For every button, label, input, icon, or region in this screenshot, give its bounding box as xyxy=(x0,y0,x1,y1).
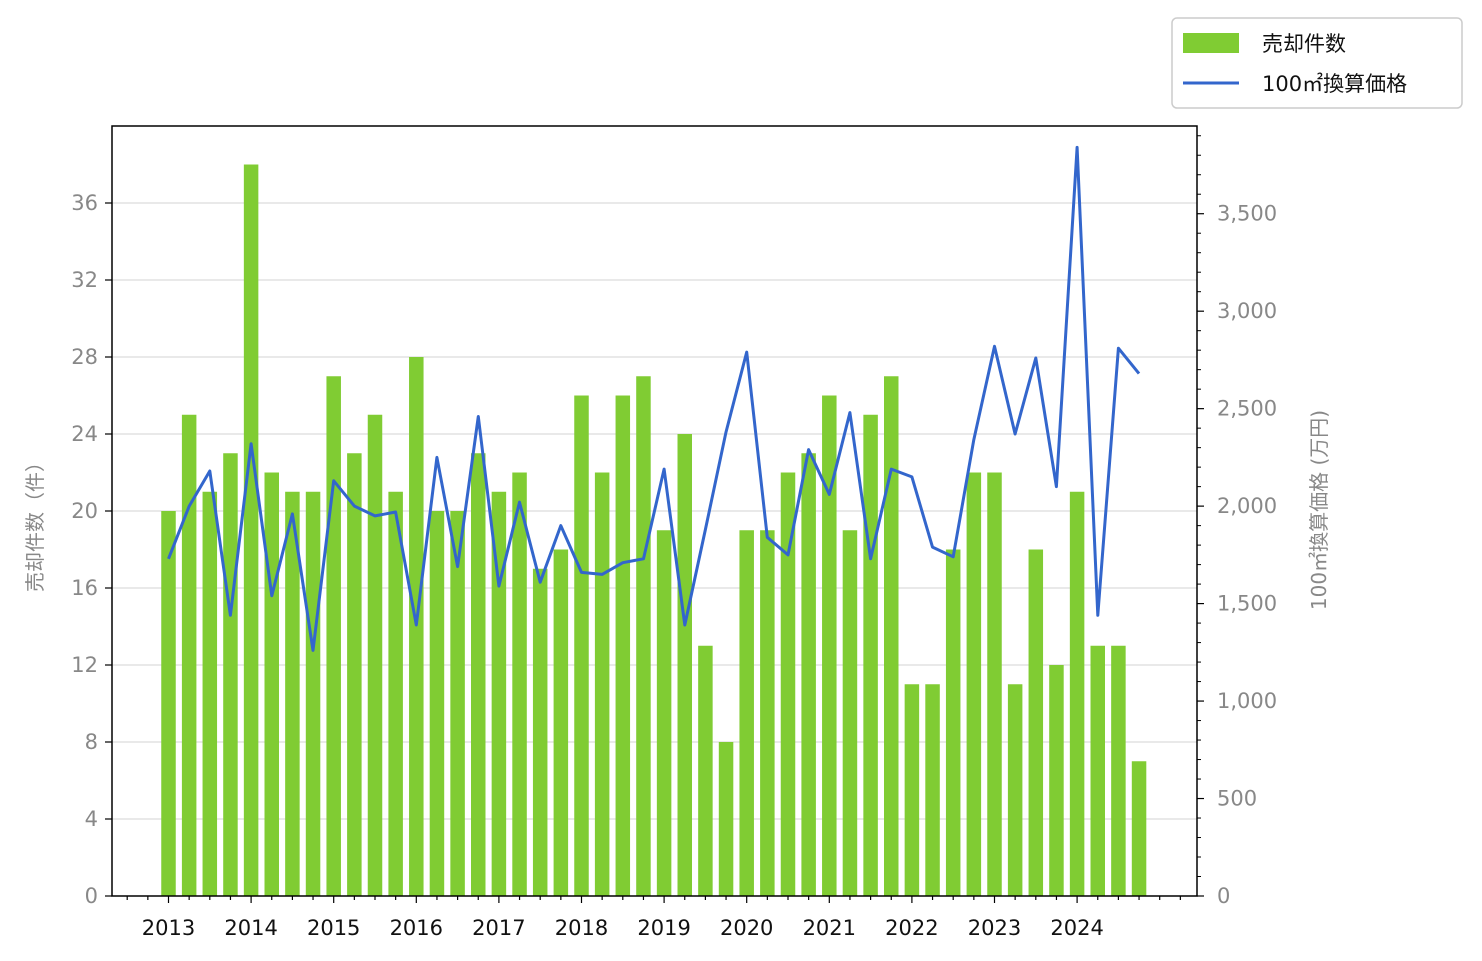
right-tick-label: 3,500 xyxy=(1217,202,1277,226)
left-tick-label: 32 xyxy=(71,268,98,292)
left-y-axis: 0 4 8 12 16 20 24 28 32 36 xyxy=(71,191,112,908)
bar xyxy=(471,453,486,896)
bar xyxy=(677,434,692,896)
bar xyxy=(367,414,383,896)
legend: 売却件数 100㎡換算価格 xyxy=(1171,17,1463,109)
bar xyxy=(409,357,424,896)
bar xyxy=(450,511,465,896)
x-tick-label: 2023 xyxy=(968,916,1021,940)
bar xyxy=(987,472,1002,896)
bar xyxy=(305,491,321,896)
right-tick-label: 3,000 xyxy=(1217,299,1277,323)
bar xyxy=(429,511,445,896)
x-tick-label: 2015 xyxy=(307,916,360,940)
left-tick-label: 0 xyxy=(85,884,98,908)
bar xyxy=(553,549,569,896)
right-tick-label: 2,000 xyxy=(1217,494,1277,518)
bar xyxy=(904,684,920,896)
left-tick-label: 36 xyxy=(71,191,98,215)
bar xyxy=(202,491,218,896)
bar xyxy=(1028,549,1044,896)
bar-series xyxy=(161,164,1147,896)
left-tick-label: 12 xyxy=(71,653,98,677)
right-tick-label: 0 xyxy=(1217,884,1230,908)
bar xyxy=(223,453,238,896)
right-tick-label: 500 xyxy=(1217,787,1257,811)
bar xyxy=(1111,645,1126,896)
bar xyxy=(780,472,796,896)
x-tick-label: 2022 xyxy=(885,916,938,940)
x-tick-label: 2021 xyxy=(803,916,856,940)
bar xyxy=(842,530,858,896)
bar xyxy=(181,414,197,896)
legend-bar-swatch xyxy=(1183,33,1239,53)
x-tick-label: 2013 xyxy=(142,916,195,940)
x-tick-label: 2018 xyxy=(555,916,608,940)
left-tick-label: 4 xyxy=(85,807,98,831)
right-y-axis: 0 500 1,000 1,500 2,000 2,500 3,000 3,500 xyxy=(1197,135,1277,908)
bar xyxy=(574,395,589,896)
bar xyxy=(1069,491,1085,896)
bar xyxy=(656,530,672,896)
legend-bar-label: 売却件数 xyxy=(1262,32,1346,56)
left-axis-title: 売却件数（件） xyxy=(23,452,47,592)
bar xyxy=(822,395,837,896)
left-tick-label: 8 xyxy=(85,730,98,754)
line-series xyxy=(167,145,1141,652)
bar xyxy=(388,491,403,896)
bar xyxy=(1131,761,1147,896)
price-line xyxy=(167,145,1141,652)
x-tick-label: 2014 xyxy=(224,916,277,940)
bar xyxy=(264,472,279,896)
bar xyxy=(884,376,899,896)
bar xyxy=(491,491,507,896)
bar xyxy=(925,684,940,896)
bar xyxy=(532,568,548,896)
bar xyxy=(512,472,527,896)
left-tick-label: 16 xyxy=(71,576,98,600)
bar xyxy=(966,472,982,896)
right-tick-label: 2,500 xyxy=(1217,397,1277,421)
bar xyxy=(945,549,961,896)
bar xyxy=(326,376,341,896)
bar xyxy=(594,472,610,896)
bar xyxy=(243,164,259,896)
bar xyxy=(615,395,631,896)
x-tick-label: 2016 xyxy=(390,916,443,940)
bar xyxy=(347,453,362,896)
bar xyxy=(1007,684,1023,896)
x-tick-label: 2017 xyxy=(472,916,525,940)
x-tick-label: 2019 xyxy=(637,916,690,940)
right-axis-title: 100㎡換算価格 (万円) xyxy=(1307,410,1331,610)
bar xyxy=(285,491,300,896)
bar xyxy=(161,511,176,896)
left-tick-label: 20 xyxy=(71,499,98,523)
right-tick-label: 1,000 xyxy=(1217,689,1277,713)
left-tick-label: 28 xyxy=(71,345,98,369)
bar xyxy=(863,414,878,896)
bar xyxy=(1090,645,1105,896)
legend-frame xyxy=(1171,17,1463,109)
right-tick-label: 1,500 xyxy=(1217,592,1277,616)
bar xyxy=(801,453,816,896)
bar xyxy=(739,530,754,896)
bar xyxy=(718,742,734,896)
bar xyxy=(760,530,775,896)
bar xyxy=(1049,665,1064,896)
legend-line-label: 100㎡換算価格 xyxy=(1262,72,1407,96)
bar xyxy=(698,645,713,896)
x-tick-label: 2024 xyxy=(1050,916,1103,940)
x-axis: 2013 2014 2015 2016 2017 2018 2019 2020 2021 2022… xyxy=(126,896,1181,940)
bar xyxy=(636,376,651,896)
x-tick-label: 2020 xyxy=(720,916,773,940)
left-tick-label: 24 xyxy=(71,422,98,446)
